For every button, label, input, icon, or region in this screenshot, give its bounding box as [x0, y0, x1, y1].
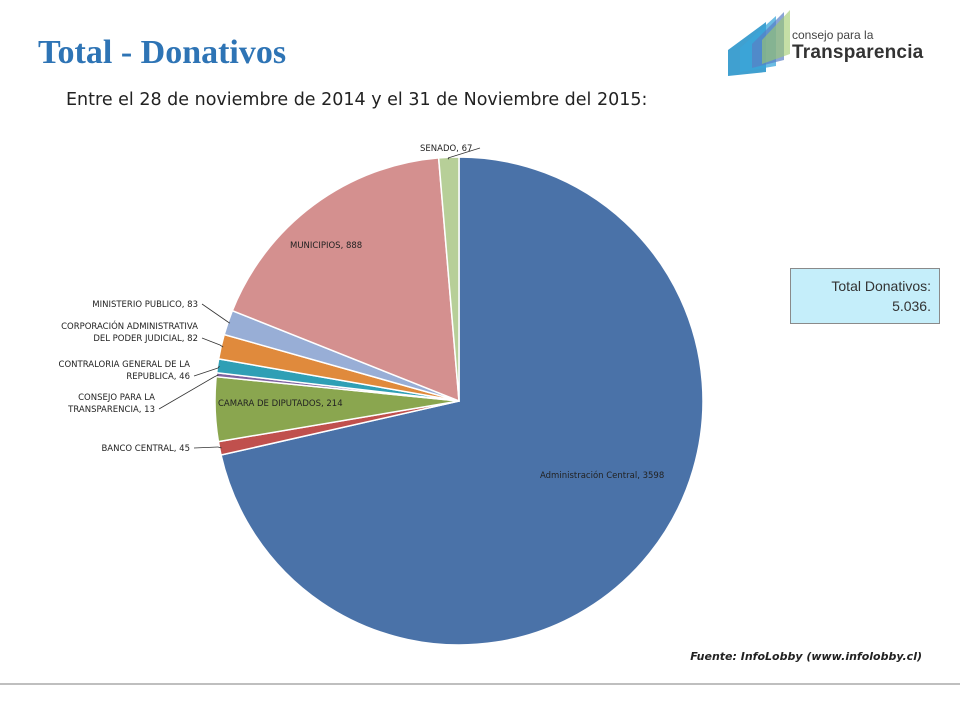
leader-line — [193, 367, 219, 377]
pie-slice-senado — [437, 156, 460, 402]
footer-divider — [0, 683, 960, 685]
slice-label: CONTRALORIA GENERAL DE LA REPUBLICA, 46 — [59, 360, 191, 382]
page-title: Total - Donativos — [38, 34, 287, 71]
leader-line — [213, 374, 219, 378]
total-donativos-value: 5.036. — [892, 298, 931, 314]
source-note: Fuente: InfoLobby (www.infolobby.cl) — [690, 650, 922, 663]
slice-label: MUNICIPIOS, 888 — [290, 241, 362, 251]
leader-line — [219, 344, 224, 348]
leader-line — [201, 303, 229, 323]
total-donativos-box: Total Donativos: 5.036. — [790, 268, 940, 324]
leader-line — [217, 446, 222, 449]
logo-mark-icon — [728, 10, 790, 76]
slice-label: MINISTERIO PUBLICO, 83 — [92, 300, 198, 310]
logo-text-big: Transparencia — [792, 42, 924, 63]
slice-label: BANCO CENTRAL, 45 — [101, 444, 190, 454]
total-donativos-label: Total Donativos: — [831, 278, 931, 294]
leader-line — [158, 376, 215, 410]
leader-line — [227, 321, 231, 324]
leader-line — [201, 337, 221, 346]
slice-label: SENADO, 67 — [420, 144, 472, 154]
pie-slice-municipios — [231, 157, 460, 403]
page-subtitle: Entre el 28 de noviembre de 2014 y el 31… — [66, 90, 648, 110]
leader-line — [193, 446, 219, 449]
slice-label: CAMARA DE DIPUTADOS, 214 — [218, 399, 343, 409]
slice-label: CORPORACIÓN ADMINISTRATIVA DEL PODER JUDI… — [61, 320, 198, 344]
leader-line — [217, 365, 220, 369]
slice-label: Administración Central, 3598 — [540, 470, 664, 481]
logo-text-small: consejo para la — [792, 28, 874, 42]
leader-line — [447, 147, 481, 159]
slice-label: CONSEJO PARA LA TRANSPARENCIA, 13 — [67, 393, 155, 415]
pie-slice-administraci-n-central — [220, 156, 704, 646]
